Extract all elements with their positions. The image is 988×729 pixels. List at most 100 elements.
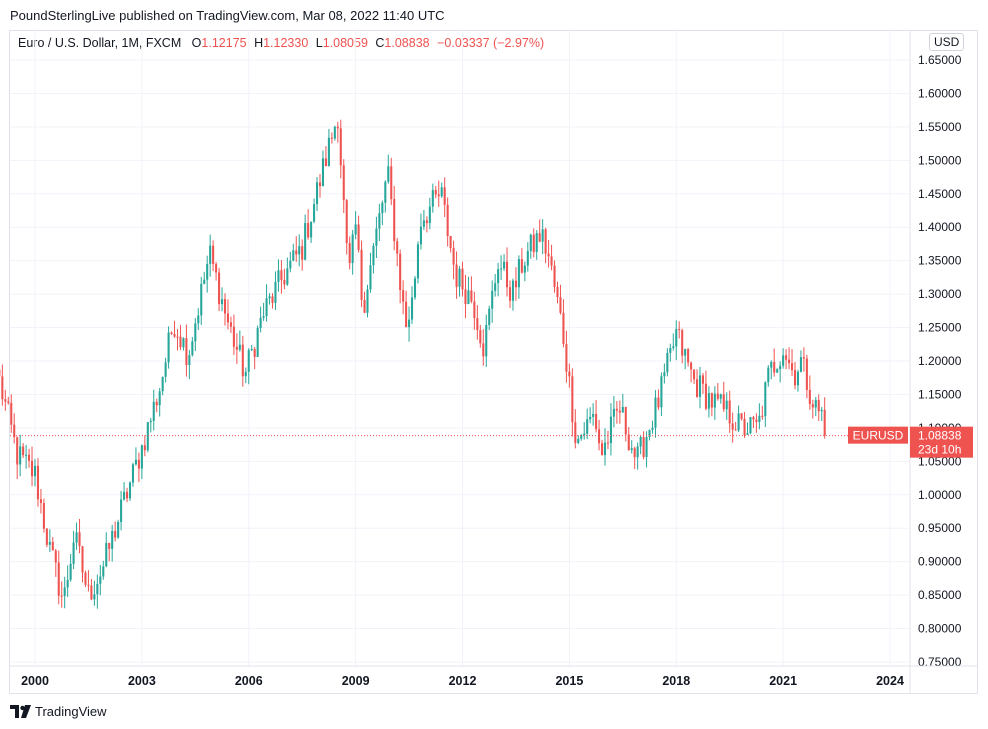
candle-body <box>209 245 212 264</box>
candle <box>360 240 363 308</box>
candle <box>310 221 313 243</box>
change-value: −0.03337 (−2.97%) <box>437 36 545 50</box>
candle-body <box>357 224 360 250</box>
candle-body <box>788 359 791 364</box>
candle <box>817 394 820 421</box>
candle <box>194 318 197 351</box>
candle <box>767 365 770 387</box>
candle-body <box>75 532 78 543</box>
candle-body <box>268 296 271 299</box>
candle <box>491 280 494 323</box>
candle <box>155 398 158 413</box>
candle-body <box>173 334 176 337</box>
candle-body <box>669 347 672 353</box>
candle-body <box>223 299 227 314</box>
candle <box>191 336 194 357</box>
candle-body <box>737 413 740 431</box>
candle-body <box>618 410 621 413</box>
candle-body <box>93 594 96 600</box>
candle <box>473 291 476 330</box>
candle-body <box>609 416 612 444</box>
candle <box>630 440 633 454</box>
candle-body <box>7 401 10 403</box>
candle-body <box>755 419 758 422</box>
candle <box>776 368 779 373</box>
candle-body <box>467 290 470 305</box>
time-axis[interactable]: 2000 2003 2006 2009 2012 2015 2018 2021 2024 <box>21 674 904 688</box>
candle-body <box>577 438 580 443</box>
x-tick-label: 2006 <box>235 674 263 688</box>
candle-body <box>636 446 639 458</box>
price-axis[interactable]: 1.65000 1.60000 1.55000 1.50000 1.45000 1.400… <box>918 53 962 669</box>
candle <box>431 183 434 213</box>
candle-body <box>526 251 529 266</box>
candle-body <box>431 190 434 207</box>
candle <box>342 159 345 214</box>
candle-body <box>574 422 577 443</box>
candle <box>681 328 684 364</box>
candle-body <box>796 371 800 386</box>
candle <box>722 381 725 412</box>
candle-body <box>645 437 648 458</box>
candle-body <box>725 400 728 410</box>
ohlc-legend: Euro / U.S. Dollar, 1M, FXCM O1.12175 H1… <box>18 36 548 50</box>
candle-body <box>556 286 559 298</box>
candle <box>523 261 526 282</box>
candle-body <box>479 330 482 344</box>
symbol-title[interactable]: Euro / U.S. Dollar, 1M, FXCM <box>18 36 182 50</box>
candle <box>301 239 304 271</box>
currency-button[interactable]: USD <box>929 33 965 51</box>
candle <box>731 412 734 443</box>
candle <box>339 119 342 179</box>
candle-body <box>307 223 310 238</box>
grid <box>10 31 910 666</box>
y-tick-label: 0.95000 <box>918 521 962 535</box>
candle-body <box>191 341 194 356</box>
candle-body <box>4 399 7 402</box>
candle <box>66 565 69 597</box>
candle <box>280 260 283 294</box>
candle <box>592 403 595 426</box>
y-tick-label: 0.75000 <box>918 655 962 669</box>
candle <box>725 392 728 420</box>
y-tick-label: 1.35000 <box>918 254 962 268</box>
candle-body <box>693 369 696 380</box>
x-tick-label: 2021 <box>769 674 797 688</box>
candle-body <box>265 298 268 317</box>
candle <box>761 405 764 420</box>
candle <box>372 243 375 274</box>
candle <box>7 396 10 405</box>
candle <box>598 419 601 451</box>
candle-body <box>422 220 425 227</box>
candle-body <box>500 268 503 270</box>
candle <box>437 180 440 207</box>
candle-body <box>660 376 663 408</box>
candle <box>19 434 22 477</box>
candle <box>161 376 164 396</box>
candle <box>57 550 60 605</box>
candle <box>363 291 366 314</box>
candle-body <box>808 389 811 405</box>
close-label: C <box>375 36 385 50</box>
tradingview-logo[interactable]: TradingView <box>10 704 107 719</box>
candle-body <box>292 250 295 261</box>
candle <box>553 260 556 293</box>
candle-body <box>339 128 342 166</box>
candle-body <box>206 263 209 280</box>
candle <box>728 390 731 434</box>
candle <box>140 444 143 479</box>
candle <box>782 348 785 369</box>
candle <box>286 257 289 286</box>
candle <box>42 498 45 533</box>
candle-body <box>485 325 488 357</box>
candle <box>164 357 167 383</box>
candle <box>93 580 96 606</box>
candle-body <box>621 406 624 413</box>
candle-body <box>722 394 725 410</box>
candle <box>790 349 794 376</box>
candle <box>764 381 767 427</box>
candle <box>84 570 87 587</box>
candle <box>793 362 797 390</box>
candle <box>514 267 517 301</box>
